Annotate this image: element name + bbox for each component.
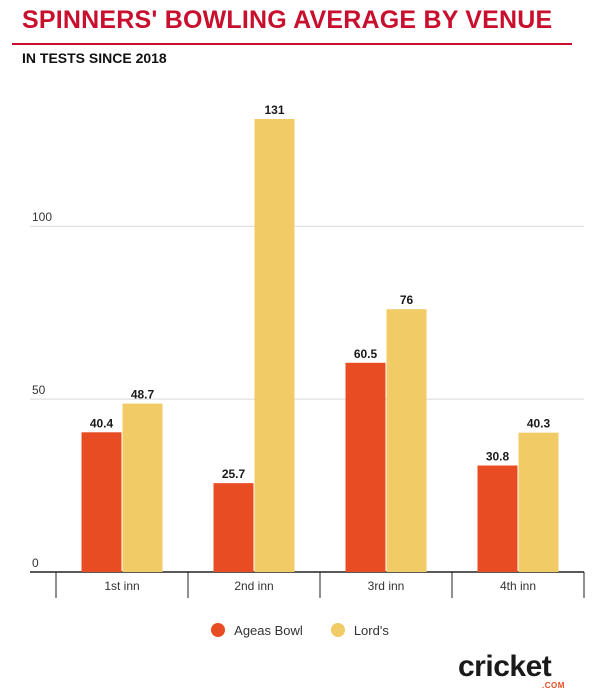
legend-item-ageas-bowl: Ageas Bowl [211, 623, 303, 638]
bar-ageas-bowl-2 [213, 483, 254, 572]
y-tick-label-50: 50 [32, 383, 46, 397]
bar-lords-2 [254, 119, 295, 572]
logo-wordmark: cricket [458, 650, 552, 683]
bar-lords-4 [518, 432, 559, 572]
legend-label-lords: Lord's [353, 622, 389, 638]
value-label-lords-2: 131 [264, 103, 284, 117]
legend: Ageas Bowl Lord's [0, 620, 600, 640]
title-divider [12, 43, 572, 45]
value-label-ageas-bowl-3: 60.5 [354, 347, 378, 361]
legend-label-ageas-bowl: Ageas Bowl [234, 622, 303, 638]
bar-chart: 0 50 100 40.4 48.7 1st inn 25.7 131 2nd inn 60.5 7… [30, 103, 585, 598]
x-tick-label-1: 1st inn [104, 579, 139, 593]
bar-ageas-bowl-4 [477, 465, 518, 572]
logo-sub: .COM [542, 681, 565, 690]
x-tick-label-2: 2nd inn [234, 579, 273, 593]
value-label-lords-1: 48.7 [131, 388, 155, 402]
x-tick-label-4: 4th inn [500, 579, 536, 593]
value-label-ageas-bowl-2: 25.7 [222, 467, 246, 481]
bar-ageas-bowl-1 [81, 432, 122, 572]
legend-item-lords: Lord's [330, 622, 389, 638]
cricket-com-logo: cricket .COM [458, 650, 576, 690]
legend-swatch-lords [330, 623, 345, 637]
value-label-lords-3: 76 [400, 293, 414, 307]
legend-swatch-ageas-bowl [211, 623, 226, 637]
y-tick-label-100: 100 [32, 210, 52, 224]
bar-lords-1 [122, 403, 163, 572]
chart-title: SPINNERS' BOWLING AVERAGE BY VENUE [22, 6, 553, 34]
bar-ageas-bowl-3 [345, 362, 386, 572]
y-tick-label-0: 0 [32, 556, 39, 570]
bar-lords-3 [386, 309, 427, 572]
value-label-lords-4: 40.3 [527, 417, 551, 431]
chart-subtitle: IN TESTS SINCE 2018 [22, 50, 167, 66]
x-tick-label-3: 3rd inn [368, 579, 405, 593]
value-label-ageas-bowl-1: 40.4 [90, 416, 114, 430]
value-label-ageas-bowl-4: 30.8 [486, 449, 510, 463]
